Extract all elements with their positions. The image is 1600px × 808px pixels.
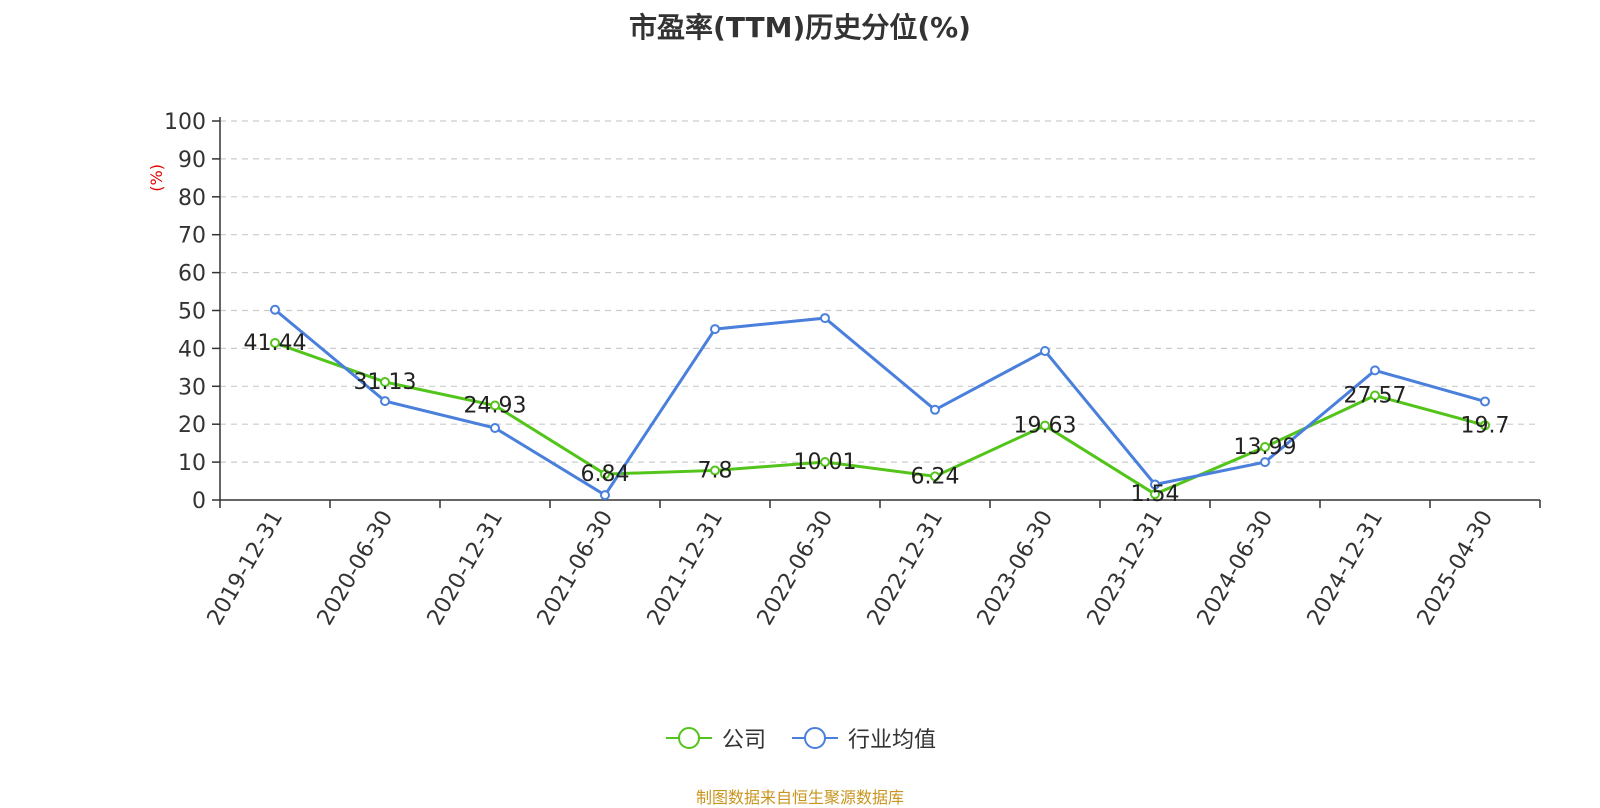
x-tick-label: 2023-06-30 — [973, 507, 1059, 630]
y-tick-label: 100 — [164, 110, 206, 135]
legend-item-industry-avg[interactable]: 行业均值 — [790, 722, 936, 754]
y-tick-label: 90 — [178, 148, 206, 173]
y-tick-label: 30 — [178, 375, 206, 400]
y-tick-label: 60 — [178, 262, 206, 287]
data-point-0 — [1480, 420, 1490, 431]
x-tick-label: 2024-12-31 — [1303, 507, 1389, 630]
data-point-0 — [380, 377, 390, 388]
data-label: 7.8 — [698, 458, 733, 483]
data-label: 10.01 — [794, 450, 857, 475]
data-point-1 — [1480, 396, 1490, 407]
data-label: 6.84 — [581, 462, 630, 487]
data-point-0 — [820, 457, 830, 468]
y-tick-label: 0 — [192, 489, 206, 514]
data-point-0 — [1150, 489, 1160, 500]
data-point-0 — [710, 465, 720, 476]
data-point-1 — [380, 396, 390, 407]
legend-item-company[interactable]: 公司 — [664, 722, 766, 754]
legend-label-industry-avg: 行业均值 — [848, 728, 937, 753]
legend-marker-company — [665, 727, 712, 749]
chart-title: 市盈率(TTM)历史分位(%) — [629, 11, 971, 44]
legend: 公司 行业均值 — [0, 722, 1600, 754]
x-tick-label: 2021-12-31 — [643, 507, 729, 630]
data-label: 1.54 — [1131, 482, 1180, 507]
data-label: 19.7 — [1461, 413, 1510, 438]
data-point-1 — [1370, 365, 1380, 376]
data-point-0 — [270, 337, 280, 348]
series-line-1 — [274, 308, 1486, 498]
data-point-1 — [1150, 479, 1160, 490]
x-tick-label: 2022-12-31 — [863, 507, 949, 630]
data-point-0 — [1260, 441, 1270, 452]
x-tick-label: 2020-06-30 — [313, 507, 399, 630]
data-point-1 — [710, 324, 720, 335]
data-point-1 — [270, 304, 280, 315]
data-point-1 — [930, 404, 940, 415]
data-point-0 — [490, 400, 500, 411]
data-point-0 — [1370, 390, 1380, 401]
data-label: 41.44 — [244, 331, 307, 356]
data-point-1 — [820, 313, 830, 324]
x-tick-label: 2022-06-30 — [753, 507, 839, 630]
data-label: 13.99 — [1234, 435, 1297, 460]
y-tick-label: 80 — [178, 186, 206, 211]
grid-lines — [220, 120, 1540, 463]
data-label: 19.63 — [1014, 414, 1077, 439]
y-axis-label: (%) — [147, 164, 166, 192]
data-point-0 — [1040, 420, 1050, 431]
x-tick-label: 2021-06-30 — [533, 507, 619, 630]
source-note: 制图数据来自恒生聚源数据库 — [695, 788, 904, 807]
legend-label-company: 公司 — [721, 728, 766, 753]
data-label: 31.13 — [354, 370, 417, 395]
data-label: 27.57 — [1344, 384, 1407, 409]
data-label: 24.93 — [464, 394, 527, 419]
data-point-1 — [1040, 346, 1050, 357]
data-label: 6.24 — [911, 464, 960, 489]
y-tick-label: 20 — [178, 413, 206, 438]
data-point-1 — [1260, 457, 1270, 468]
x-tick-label: 2019-12-31 — [203, 507, 289, 630]
y-tick-label: 10 — [178, 451, 206, 476]
x-tick-label: 2020-12-31 — [423, 507, 509, 630]
x-tick-label: 2024-06-30 — [1193, 507, 1279, 630]
data-point-1 — [490, 422, 500, 433]
data-labels: 41.44 31.13 24.93 6.84 7.8 10.01 6.24 19.63 1.54… — [244, 331, 1510, 507]
data-point-0 — [930, 471, 940, 482]
data-point-0 — [600, 469, 610, 480]
y-tick-label: 40 — [178, 337, 206, 362]
x-tick-label: 2025-04-30 — [1413, 507, 1499, 630]
y-tick-label: 50 — [178, 300, 206, 325]
data-point-1 — [600, 490, 610, 501]
x-tick-label: 2023-12-31 — [1083, 507, 1169, 630]
series-lines — [270, 304, 1490, 501]
legend-marker-industry-avg — [792, 727, 838, 749]
y-tick-label: 70 — [178, 224, 206, 249]
series-line-0 — [274, 341, 1486, 496]
